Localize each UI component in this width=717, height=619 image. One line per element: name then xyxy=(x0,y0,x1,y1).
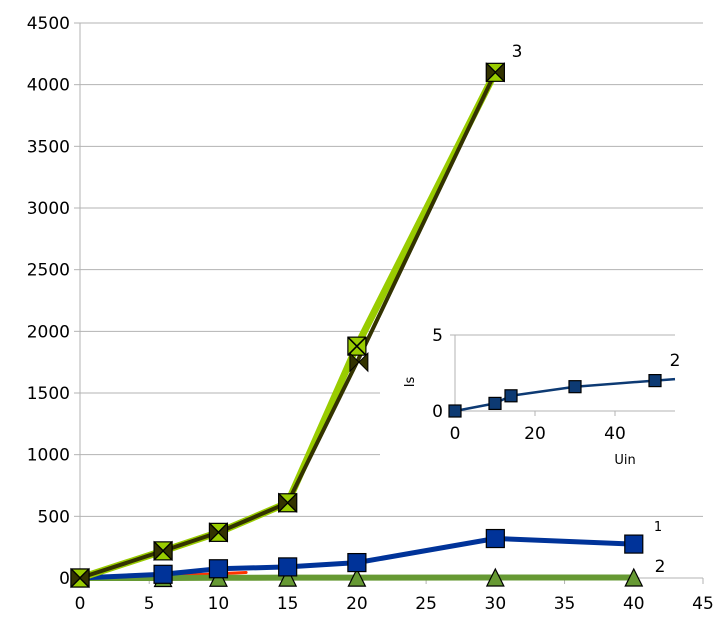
data-point xyxy=(70,567,90,589)
inset-data-point xyxy=(488,396,502,410)
main-gridlines xyxy=(80,22,703,517)
x-tick-label: 30 xyxy=(485,594,507,614)
data-point xyxy=(347,552,367,573)
x-tick-label: 45 xyxy=(692,594,714,614)
data-point-shape xyxy=(208,559,229,579)
data-point-shape xyxy=(347,567,367,587)
inset-x-tick-label: 0 xyxy=(450,424,461,444)
inset-series-label-2: 2 xyxy=(670,351,681,371)
data-point xyxy=(278,567,298,587)
inset-y-axis-label: Is xyxy=(403,376,418,387)
inset-chart: 0 5 0 20 40 Uin Is 2 xyxy=(380,318,703,476)
data-point-shape xyxy=(485,528,505,549)
data-point xyxy=(349,351,369,373)
data-point xyxy=(208,559,229,579)
data-point-shape xyxy=(485,62,505,83)
inset-data-point-shape xyxy=(504,389,518,403)
y-tick-labels: 0 500 1000 1500 2000 2500 3000 3500 4000 4500 xyxy=(27,14,80,589)
data-point xyxy=(624,567,644,587)
x-tick-label: 40 xyxy=(623,594,645,614)
series-label-3: 3 xyxy=(512,42,523,62)
x-tick-label: 20 xyxy=(346,594,368,614)
data-point-shape xyxy=(349,351,369,373)
series-label-1: 1 xyxy=(654,520,662,535)
x-tick-label: 35 xyxy=(554,594,576,614)
data-point-shape xyxy=(153,540,173,562)
inset-data-point xyxy=(648,374,662,388)
data-point xyxy=(208,522,228,543)
inset-data-point xyxy=(504,389,518,403)
data-point xyxy=(485,62,505,83)
inset-x-axis-label: Uin xyxy=(614,453,635,468)
main-axes xyxy=(79,23,703,579)
data-point-shape xyxy=(485,567,505,587)
data-point-shape xyxy=(153,564,173,584)
x-tick-label: 15 xyxy=(277,594,299,614)
y-tick-label: 1500 xyxy=(27,384,70,404)
y-tick-label: 2000 xyxy=(27,322,70,342)
data-point xyxy=(153,540,173,562)
inset-data-point-shape xyxy=(648,374,662,388)
x-tick-label: 25 xyxy=(415,594,437,614)
data-point-shape xyxy=(278,567,298,587)
data-point xyxy=(278,492,298,513)
inset-y-tick-label: 0 xyxy=(432,402,443,422)
data-point-shape xyxy=(624,534,644,554)
y-tick-label: 4500 xyxy=(27,14,70,34)
data-point xyxy=(485,528,505,549)
data-point xyxy=(347,567,367,587)
data-point xyxy=(347,336,367,356)
inset-x-tick-label: 40 xyxy=(604,424,626,444)
series-label-2: 2 xyxy=(655,557,666,577)
inset-data-point-shape xyxy=(488,396,502,410)
inset-y-tick-label: 5 xyxy=(432,326,443,346)
data-point xyxy=(624,534,644,554)
x-tick-label: 10 xyxy=(208,594,230,614)
y-tick-label: 3000 xyxy=(27,199,70,219)
y-tick-label: 3500 xyxy=(27,137,70,157)
inset-x-tick-label: 20 xyxy=(524,424,546,444)
inset-data-point-shape xyxy=(448,404,462,418)
y-tick-label: 2500 xyxy=(27,261,70,281)
y-tick-label: 1000 xyxy=(27,446,70,466)
inset-background xyxy=(380,318,703,476)
y-tick-label: 4000 xyxy=(27,76,70,96)
data-point xyxy=(485,567,505,587)
inset-data-point-shape xyxy=(568,380,582,394)
data-point xyxy=(278,557,298,577)
data-point xyxy=(153,564,173,584)
data-point-shape xyxy=(347,552,367,573)
y-tick-label: 500 xyxy=(38,507,70,527)
data-point-shape xyxy=(624,567,644,587)
x-tick-label: 5 xyxy=(144,594,155,614)
data-point-shape xyxy=(278,557,298,577)
data-point-shape xyxy=(208,522,228,543)
data-point-shape xyxy=(70,567,90,589)
inset-data-point xyxy=(568,380,582,394)
data-point-shape xyxy=(278,492,298,513)
y-tick-label: 0 xyxy=(59,569,70,589)
data-point-cross xyxy=(347,336,367,356)
series-labels: 3 1 2 xyxy=(512,42,666,577)
series-line-1 xyxy=(78,70,498,580)
x-tick-label: 0 xyxy=(75,594,86,614)
inset-data-point xyxy=(448,404,462,418)
main-series xyxy=(70,62,644,589)
